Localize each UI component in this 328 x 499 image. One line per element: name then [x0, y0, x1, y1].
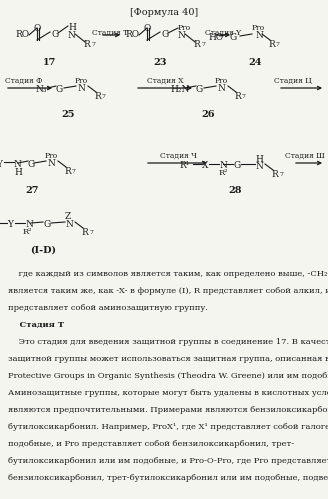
- Text: R: R: [271, 170, 278, 179]
- Text: 7: 7: [72, 169, 76, 174]
- Text: Стадия Y: Стадия Y: [205, 29, 241, 37]
- Text: G: G: [56, 85, 63, 94]
- Text: N: N: [255, 162, 263, 171]
- Text: RO: RO: [125, 30, 139, 39]
- Text: являются предпочтительными. Примерами являются бензилоксикарбонил и трет-: являются предпочтительными. Примерами яв…: [8, 406, 328, 414]
- Text: бутилоксикарбонил. Например, ProX¹, где X¹ представляет собой галоген или им: бутилоксикарбонил. Например, ProX¹, где …: [8, 423, 328, 431]
- Text: G: G: [233, 161, 240, 170]
- Text: G: G: [43, 220, 50, 229]
- Text: Pro: Pro: [215, 77, 228, 85]
- Text: 7: 7: [201, 42, 205, 47]
- Text: Это стадия для введения защитной группы в соединение 17. В качестве: Это стадия для введения защитной группы …: [8, 338, 328, 346]
- Text: G: G: [28, 160, 35, 169]
- Text: R: R: [94, 92, 101, 101]
- Text: N: N: [78, 84, 86, 93]
- Text: O: O: [34, 24, 41, 33]
- Text: N: N: [65, 220, 73, 229]
- Text: N₃: N₃: [35, 85, 47, 94]
- Text: Protective Groups in Organic Synthesis (Theodra W. Greene) или им подобные.: Protective Groups in Organic Synthesis (…: [8, 372, 328, 380]
- Text: R: R: [81, 228, 88, 237]
- Text: Стадия Ц: Стадия Ц: [274, 77, 312, 85]
- Text: R²: R²: [219, 169, 229, 177]
- Text: Аминозащитные группы, которые могут быть удалены в кислотных условиях,: Аминозащитные группы, которые могут быть…: [8, 389, 328, 397]
- Text: R: R: [193, 40, 200, 49]
- Text: Pro: Pro: [178, 24, 191, 32]
- Text: G: G: [230, 33, 237, 42]
- Text: HO: HO: [208, 33, 223, 42]
- Text: где каждый из символов является таким, как определено выше, -CH₂-G-: где каждый из символов является таким, к…: [8, 270, 328, 278]
- Text: [Формула 40]: [Формула 40]: [130, 8, 198, 17]
- Text: G: G: [161, 30, 168, 39]
- Text: 7: 7: [89, 230, 93, 235]
- Text: Pro: Pro: [252, 24, 265, 32]
- Text: N: N: [14, 160, 22, 169]
- Text: N: N: [68, 31, 76, 40]
- Text: Стадия X: Стадия X: [147, 77, 183, 85]
- Text: H: H: [14, 168, 22, 177]
- Text: R: R: [234, 92, 241, 101]
- Text: Стадия Ф: Стадия Ф: [5, 77, 42, 85]
- Text: R: R: [268, 40, 275, 49]
- Text: Pro: Pro: [45, 152, 58, 160]
- Text: 23: 23: [153, 58, 167, 67]
- Text: G: G: [196, 85, 203, 94]
- Text: 27: 27: [25, 186, 39, 195]
- Text: 7: 7: [102, 94, 106, 99]
- Text: Y: Y: [0, 160, 2, 169]
- Text: G: G: [51, 30, 58, 39]
- Text: 7: 7: [91, 42, 95, 47]
- Text: Y: Y: [7, 220, 13, 229]
- Text: H₂N: H₂N: [170, 85, 189, 94]
- Text: бензилоксикарбонил, трет-бутилоксикарбонил или им подобные, подвергают: бензилоксикарбонил, трет-бутилоксикарбон…: [8, 474, 328, 482]
- Text: N: N: [25, 220, 33, 229]
- Text: H: H: [255, 155, 263, 164]
- Text: R¹: R¹: [179, 161, 189, 170]
- Text: H: H: [68, 23, 76, 32]
- Text: R²: R²: [23, 228, 32, 236]
- Text: является таким же, как -X- в формуле (I), R представляет собой алкил, и Pro: является таким же, как -X- в формуле (I)…: [8, 287, 328, 295]
- Text: R: R: [64, 167, 71, 176]
- Text: 25: 25: [61, 110, 75, 119]
- Text: 26: 26: [201, 110, 215, 119]
- Text: R: R: [83, 40, 90, 49]
- Text: представляет собой аминозащитную группу.: представляет собой аминозащитную группу.: [8, 304, 208, 312]
- Text: Стадия Ч: Стадия Ч: [159, 152, 196, 160]
- Text: Pro: Pro: [75, 77, 88, 85]
- Text: 28: 28: [228, 186, 242, 195]
- Text: X: X: [202, 161, 208, 170]
- Text: защитной группы может использоваться защитная группа, описанная в книге: защитной группы может использоваться защ…: [8, 355, 328, 363]
- Text: подобные, и Pro представляет собой бензилоксикарбонил, трет-: подобные, и Pro представляет собой бензи…: [8, 440, 294, 448]
- Text: N: N: [178, 31, 186, 40]
- Text: Стадия Ш: Стадия Ш: [285, 152, 325, 160]
- Text: (I-D): (I-D): [30, 246, 56, 255]
- Text: 17: 17: [43, 58, 57, 67]
- Text: 24: 24: [248, 58, 262, 67]
- Text: N: N: [218, 84, 226, 93]
- Text: 7: 7: [276, 42, 280, 47]
- Text: 7: 7: [279, 172, 283, 177]
- Text: Z: Z: [65, 212, 71, 221]
- Text: 7: 7: [242, 94, 246, 99]
- Text: бутилоксикарбонил или им подобные, и Pro-O-Pro, где Pro представляет собой: бутилоксикарбонил или им подобные, и Pro…: [8, 457, 328, 465]
- Text: N: N: [219, 161, 227, 170]
- Text: N: N: [255, 31, 263, 40]
- Text: N: N: [48, 159, 56, 168]
- Text: RO: RO: [15, 30, 29, 39]
- Text: O: O: [144, 24, 152, 33]
- Text: Стадия Т: Стадия Т: [92, 29, 128, 37]
- Text: Стадия Т: Стадия Т: [8, 321, 64, 329]
